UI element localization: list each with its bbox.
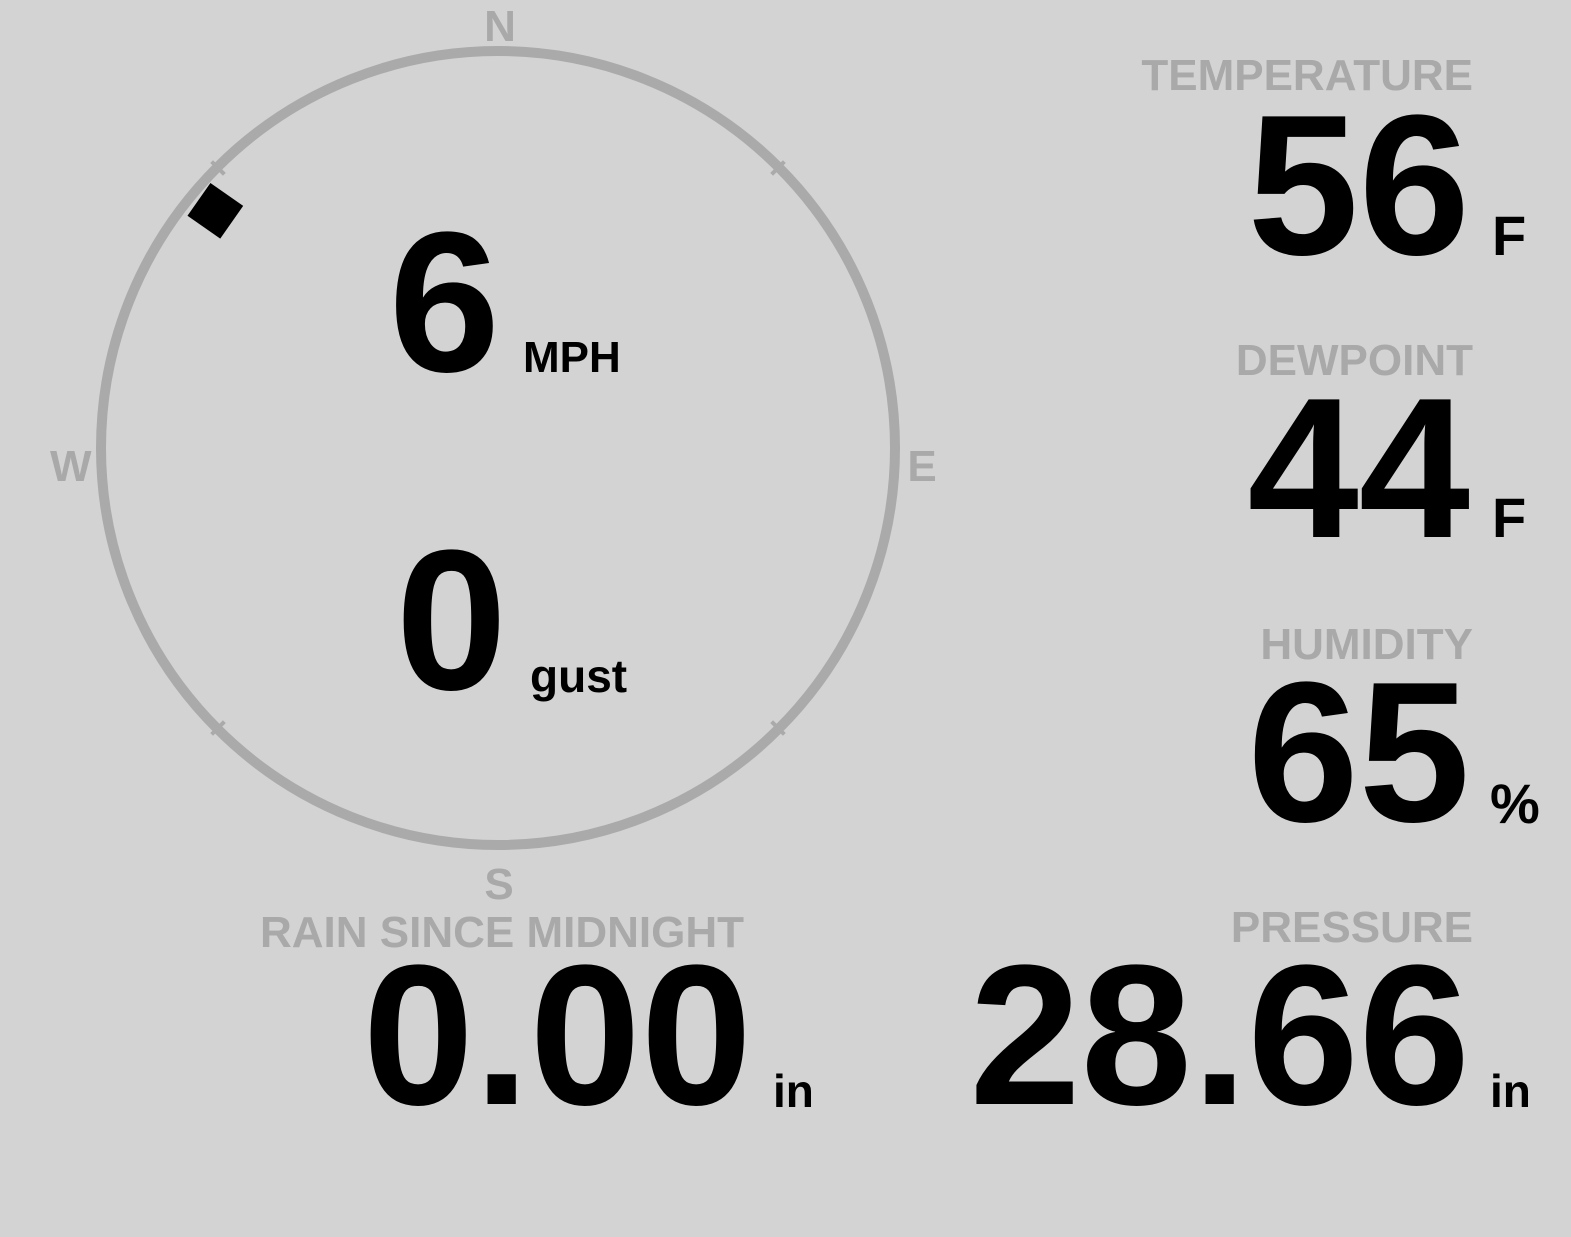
rain-unit: in bbox=[773, 1065, 814, 1117]
temperature-value: 56 bbox=[1247, 74, 1470, 297]
humidity-unit: % bbox=[1490, 772, 1540, 835]
compass-tick bbox=[770, 160, 786, 176]
compass-east: E bbox=[907, 442, 937, 491]
temperature-label: TEMPERATURE bbox=[1141, 51, 1473, 100]
humidity-value: 65 bbox=[1247, 641, 1470, 864]
compass-north: N bbox=[484, 2, 516, 51]
pressure-label: PRESSURE bbox=[1230, 903, 1473, 952]
rain-label: RAIN SINCE MIDNIGHT bbox=[260, 908, 744, 957]
compass-tick bbox=[210, 160, 226, 176]
temperature-unit: F bbox=[1492, 204, 1527, 267]
humidity-label: HUMIDITY bbox=[1260, 620, 1473, 669]
wind-speed-unit: MPH bbox=[523, 333, 621, 382]
pressure-value: 28.66 bbox=[969, 924, 1471, 1147]
compass-tick bbox=[210, 720, 226, 736]
dewpoint-value: 44 bbox=[1247, 357, 1470, 580]
wind-direction-marker bbox=[187, 182, 244, 239]
compass-tick bbox=[770, 720, 786, 736]
dewpoint-label: DEWPOINT bbox=[1235, 336, 1473, 385]
compass-ring bbox=[96, 46, 900, 850]
pressure-unit: in bbox=[1490, 1065, 1531, 1117]
compass-south: S bbox=[484, 860, 514, 909]
wind-speed-value: 6 bbox=[388, 191, 500, 414]
wind-gust-label: gust bbox=[530, 650, 628, 702]
dewpoint-unit: F bbox=[1492, 486, 1527, 549]
wind-gust-value: 0 bbox=[395, 509, 507, 732]
rain-value: 0.00 bbox=[362, 924, 752, 1147]
compass-west: W bbox=[50, 442, 92, 491]
